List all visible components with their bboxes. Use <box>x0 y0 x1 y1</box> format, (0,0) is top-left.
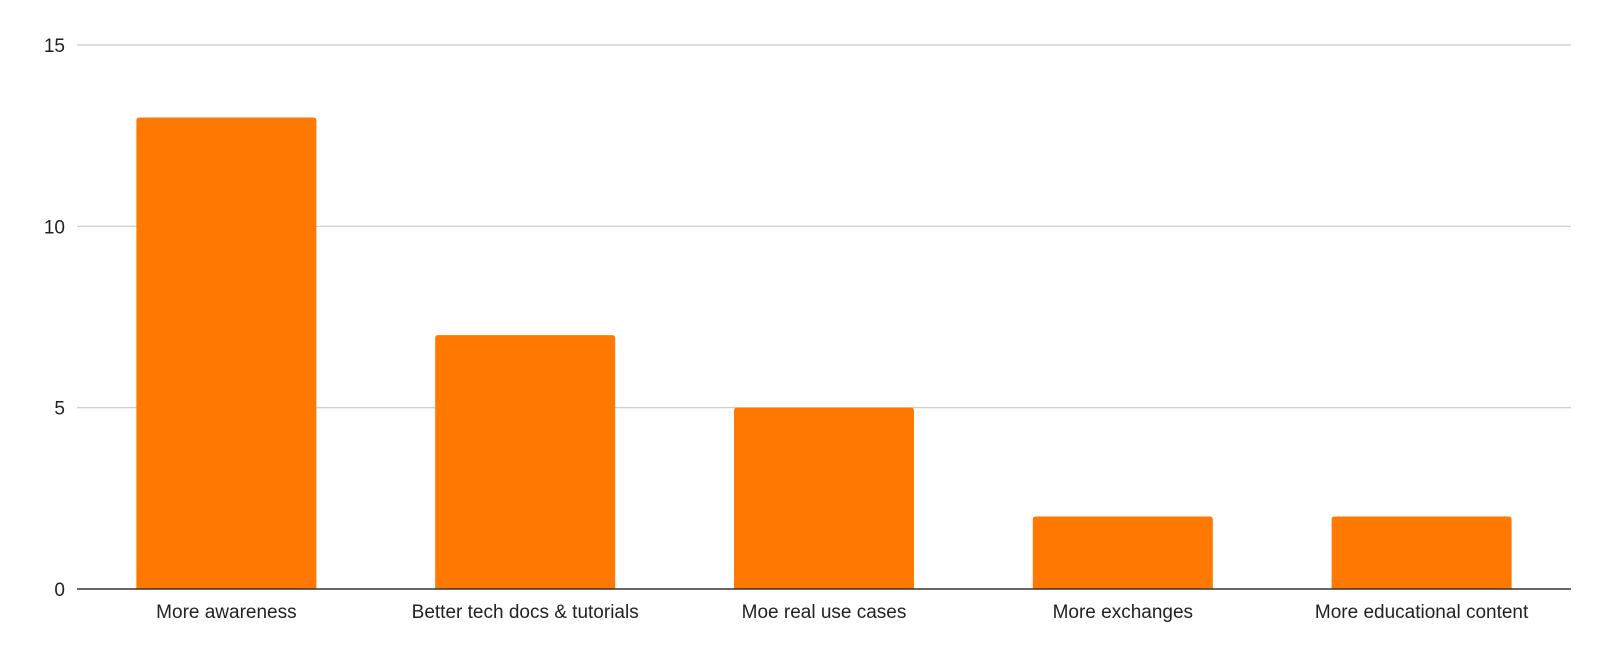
x-category-label: More awareness <box>156 602 296 623</box>
x-axis-category-labels: More awareness Better tech docs & tutoria… <box>156 602 1529 623</box>
x-category-label: More exchanges <box>1053 602 1193 623</box>
bar <box>435 335 616 589</box>
x-category-label: More educational content <box>1315 602 1529 623</box>
x-category-label: Moe real use cases <box>742 602 907 623</box>
bars <box>136 117 1512 590</box>
y-axis-tick-labels: 0 5 10 15 <box>44 36 65 601</box>
bar <box>734 407 914 589</box>
y-tick-label: 5 <box>54 399 65 420</box>
bar <box>1032 516 1213 589</box>
x-category-label: Better tech docs & tutorials <box>412 602 639 623</box>
y-tick-label: 15 <box>44 36 65 57</box>
bar <box>136 117 317 590</box>
y-tick-label: 10 <box>44 217 65 238</box>
bar <box>1331 516 1512 589</box>
y-tick-label: 0 <box>54 580 65 601</box>
